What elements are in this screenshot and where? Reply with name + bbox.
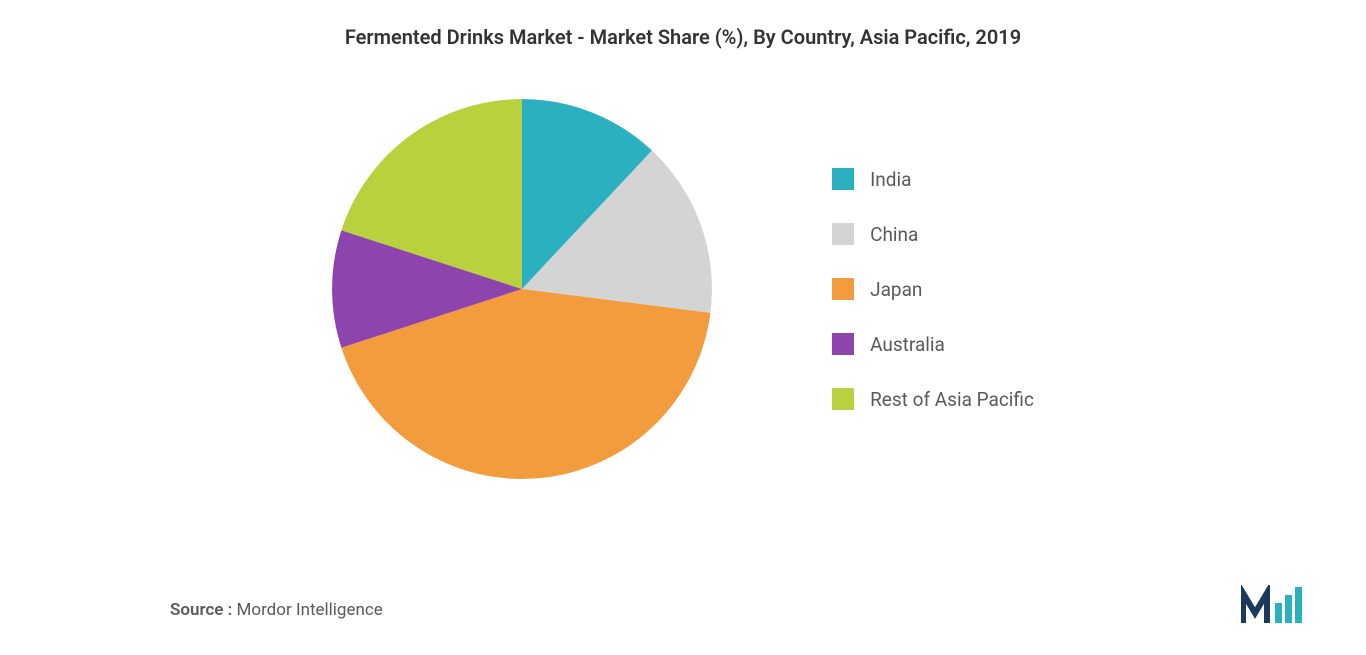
source-attribution: Source : Mordor Intelligence bbox=[170, 600, 383, 620]
legend-swatch bbox=[832, 278, 854, 300]
legend-label: Australia bbox=[870, 333, 945, 356]
legend-item-australia: Australia bbox=[832, 333, 1034, 356]
legend-label: China bbox=[870, 223, 918, 246]
legend-item-india: India bbox=[832, 168, 1034, 191]
legend-label: Japan bbox=[870, 278, 922, 301]
legend-label: Rest of Asia Pacific bbox=[870, 388, 1034, 411]
source-text: Mordor Intelligence bbox=[237, 600, 383, 620]
legend-swatch bbox=[832, 168, 854, 190]
legend-label: India bbox=[870, 168, 911, 191]
legend-swatch bbox=[832, 388, 854, 410]
chart-container: India China Japan Australia Rest of Asia Pac… bbox=[40, 79, 1326, 499]
legend-item-rest-of-asia-pacific: Rest of Asia Pacific bbox=[832, 388, 1034, 411]
legend-item-china: China bbox=[832, 223, 1034, 246]
pie-chart-wrapper bbox=[332, 99, 712, 479]
legend-swatch bbox=[832, 223, 854, 245]
logo-icon bbox=[1243, 587, 1302, 623]
legend: India China Japan Australia Rest of Asia Pac… bbox=[832, 168, 1034, 411]
pie-chart bbox=[332, 99, 712, 479]
legend-item-japan: Japan bbox=[832, 278, 1034, 301]
chart-title: Fermented Drinks Market - Market Share (… bbox=[40, 25, 1326, 49]
brand-logo bbox=[1241, 585, 1311, 625]
legend-swatch bbox=[832, 333, 854, 355]
source-label: Source : bbox=[170, 600, 232, 620]
